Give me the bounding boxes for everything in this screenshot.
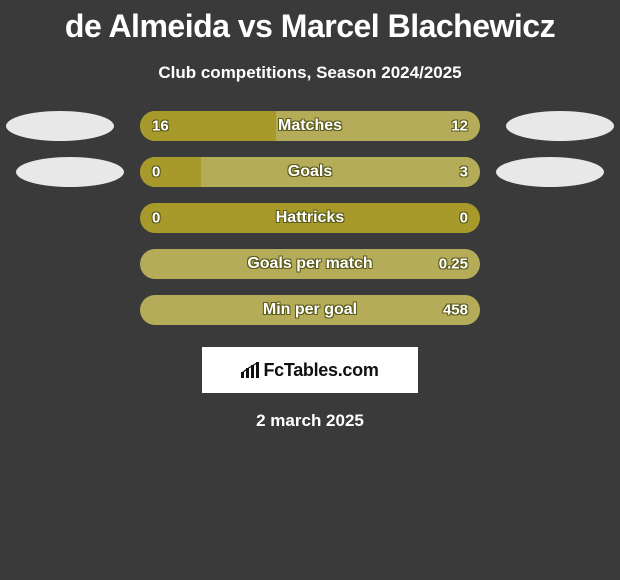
stat-label: Goals per match [140, 255, 480, 273]
logo-text: FcTables.com [263, 360, 378, 381]
player-left-icon [16, 157, 124, 187]
stat-bar: Goals0 3 [140, 157, 480, 187]
stat-label: Goals [140, 163, 480, 181]
stat-bar: Hattricks0 0 [140, 203, 480, 233]
stat-row: Hattricks0 0 [0, 203, 620, 233]
logo-box: FcTables.com [202, 347, 418, 393]
stat-rows: Matches1612Goals03Hattricks00Goals per m… [0, 111, 620, 325]
stat-value-right: 0.25 [439, 256, 468, 273]
stat-row: Matches16 12 [0, 111, 620, 141]
stat-row: Min per goal458 [0, 295, 620, 325]
stat-bar: Goals per match0.25 [140, 249, 480, 279]
stat-value-right: 458 [443, 302, 468, 319]
player-left-icon [6, 111, 114, 141]
stat-value-right: 3 [460, 164, 468, 181]
stat-label: Matches [140, 117, 480, 135]
stat-value-right: 0 [460, 210, 468, 227]
stat-row: Goals0 3 [0, 157, 620, 187]
chart-icon [241, 362, 259, 378]
stat-value-left: 0 [152, 210, 160, 227]
logo: FcTables.com [241, 360, 378, 381]
subtitle: Club competitions, Season 2024/2025 [158, 63, 461, 83]
page-title: de Almeida vs Marcel Blachewicz [65, 8, 555, 45]
stat-value-left: 16 [152, 118, 169, 135]
stat-value-right: 12 [451, 118, 468, 135]
player-right-icon [496, 157, 604, 187]
stat-label: Hattricks [140, 209, 480, 227]
stat-value-left: 0 [152, 164, 160, 181]
date-line: 2 march 2025 [256, 411, 364, 431]
stat-row: Goals per match0.25 [0, 249, 620, 279]
player-right-icon [506, 111, 614, 141]
stat-label: Min per goal [140, 301, 480, 319]
stat-bar: Min per goal458 [140, 295, 480, 325]
stat-bar: Matches16 12 [140, 111, 480, 141]
